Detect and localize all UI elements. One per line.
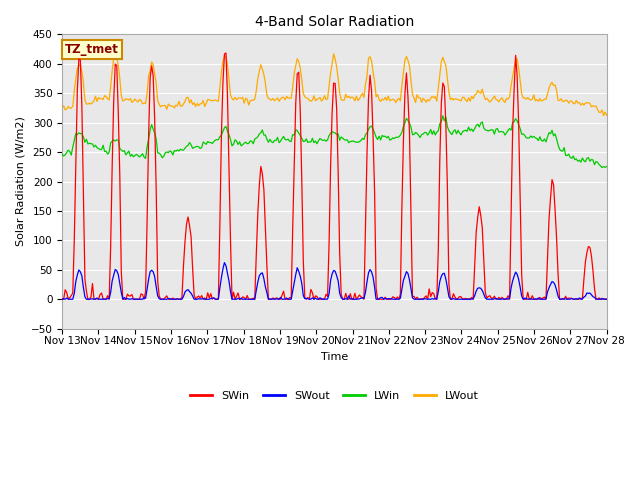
Legend: SWin, SWout, LWin, LWout: SWin, SWout, LWin, LWout xyxy=(186,386,483,406)
Text: TZ_tmet: TZ_tmet xyxy=(65,43,119,56)
Title: 4-Band Solar Radiation: 4-Band Solar Radiation xyxy=(255,15,414,29)
X-axis label: Time: Time xyxy=(321,352,348,362)
Y-axis label: Solar Radiation (W/m2): Solar Radiation (W/m2) xyxy=(15,117,25,246)
